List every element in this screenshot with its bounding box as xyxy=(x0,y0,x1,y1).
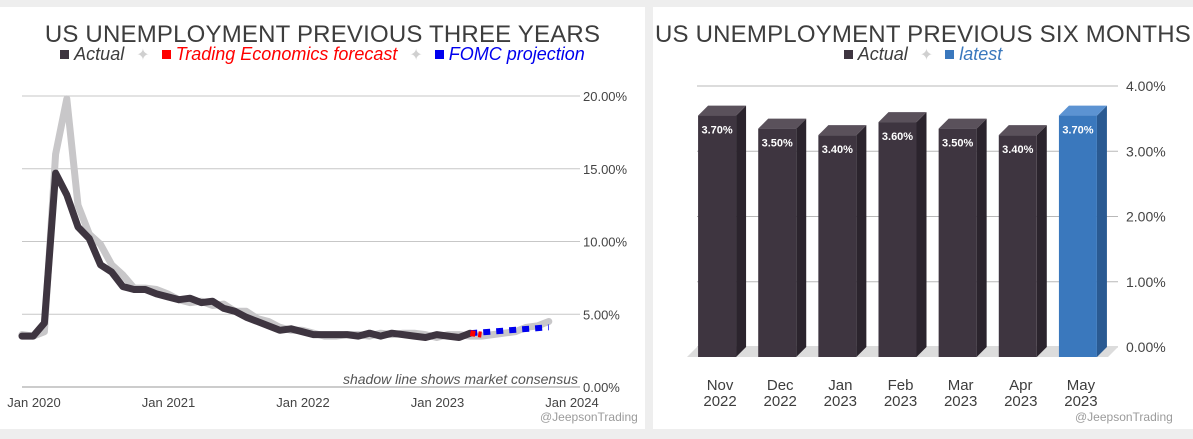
x-tick-label: Feb xyxy=(888,377,914,394)
legend-label-fomc: FOMC projection xyxy=(448,44,585,64)
x-tick-label: 2023 xyxy=(824,393,857,410)
x-tick-label: Jan 2020 xyxy=(7,395,61,410)
bar-top xyxy=(998,125,1047,136)
data-label: 3.40% xyxy=(1002,144,1033,156)
data-label: 3.50% xyxy=(762,138,793,150)
bar-side xyxy=(976,118,987,357)
x-tick-label: Jan 2023 xyxy=(411,395,465,410)
y-tick-label: 0.00% xyxy=(583,380,620,395)
x-tick-label: 2022 xyxy=(764,393,797,410)
x-tick-label: Jan 2021 xyxy=(142,395,196,410)
series-line-consensus xyxy=(18,95,553,341)
y-tick-label: 2.00% xyxy=(1126,209,1166,225)
series-line-trading-economics-forecast xyxy=(469,330,482,338)
watermark: @JeepsonTrading xyxy=(540,410,638,424)
legend-swatch-forecast xyxy=(161,50,171,59)
x-tick-label: Nov xyxy=(707,377,734,394)
legend-item-actual: Actual xyxy=(60,44,124,65)
chart-title: US UNEMPLOYMENT PREVIOUS SIX MONTHS xyxy=(655,21,1191,48)
legend-label-actual: Actual xyxy=(857,44,908,64)
legend-separator-icon: ✦ xyxy=(136,47,150,64)
x-tick-label: Jan 2022 xyxy=(276,395,330,410)
bar-side xyxy=(796,118,807,357)
legend-label-latest: latest xyxy=(959,44,1003,64)
data-label: 3.40% xyxy=(822,144,853,156)
line-chart-panel: US UNEMPLOYMENT PREVIOUS THREE YEARS Act… xyxy=(0,7,645,429)
bar xyxy=(758,128,797,357)
bar xyxy=(878,122,917,357)
legend-swatch-fomc xyxy=(434,50,444,59)
watermark: @JeepsonTrading xyxy=(1075,410,1173,424)
x-tick-label: 2022 xyxy=(703,393,736,410)
bar xyxy=(938,128,977,357)
bar-top xyxy=(818,125,867,136)
bar-chart-panel: US UNEMPLOYMENT PREVIOUS SIX MONTHS Actu… xyxy=(653,7,1193,429)
legend-item-latest: latest xyxy=(945,44,1002,65)
bar-chart-plot: 0.00%1.00%2.00%3.00%4.00%3.70%Nov20223.5… xyxy=(687,78,1166,410)
x-tick-label: 2023 xyxy=(944,393,977,410)
x-tick-label: Apr xyxy=(1009,377,1032,394)
bar-side xyxy=(736,105,747,357)
bar-side xyxy=(856,125,867,358)
legend-label-forecast: Trading Economics forecast xyxy=(175,44,398,64)
x-tick-label: Jan 2024 xyxy=(545,395,599,410)
x-tick-label: Jan xyxy=(828,377,852,394)
bar-top xyxy=(698,105,747,116)
y-tick-label: 10.00% xyxy=(583,235,628,250)
y-tick-label: 5.00% xyxy=(583,307,620,322)
x-tick-label: Mar xyxy=(948,377,974,394)
line-chart-plot: 0.00% 5.00% 10.00% 15.00% 20.00% Jan 2020 Jan … xyxy=(7,89,628,410)
bar-top xyxy=(758,118,807,129)
data-label: 3.50% xyxy=(942,138,973,150)
bar-top xyxy=(878,112,927,123)
legend-swatch-actual xyxy=(843,50,853,59)
y-tick-label: 20.00% xyxy=(583,89,628,104)
bar xyxy=(1058,115,1097,357)
y-tick-label: 15.00% xyxy=(583,162,628,177)
x-tick-label: 2023 xyxy=(1064,393,1097,410)
x-tick-label: May xyxy=(1067,377,1096,394)
legend-separator-icon: ✦ xyxy=(409,47,423,64)
series-line-actual xyxy=(18,169,474,341)
bar xyxy=(998,135,1037,357)
data-label: 3.70% xyxy=(701,125,732,137)
x-tick-label: 2023 xyxy=(884,393,917,410)
legend-item-forecast: Trading Economics forecast xyxy=(161,44,398,65)
chart-annotation: shadow line shows market consensus xyxy=(343,371,578,387)
data-label: 3.60% xyxy=(882,131,913,143)
legend-item-fomc: FOMC projection xyxy=(434,44,585,65)
x-tick-label: Dec xyxy=(767,377,794,394)
x-tick-label: 2023 xyxy=(1004,393,1037,410)
bar-side xyxy=(916,112,927,357)
chart-legend: Actual ✦ Trading Economics forecast ✦ FOMC p… xyxy=(0,44,645,65)
bar xyxy=(698,115,737,357)
y-tick-label: 0.00% xyxy=(1126,339,1166,355)
legend-swatch-latest xyxy=(945,50,955,59)
legend-item-actual: Actual xyxy=(843,44,908,65)
bar-top xyxy=(1058,105,1107,116)
series-line-fomc-projection xyxy=(470,324,550,337)
legend-swatch-actual xyxy=(60,50,70,59)
bar-side xyxy=(1036,125,1047,358)
y-tick-label: 3.00% xyxy=(1126,143,1166,159)
y-tick-label: 1.00% xyxy=(1126,274,1166,290)
bar-side xyxy=(1096,105,1107,357)
bar-top xyxy=(938,118,987,129)
legend-separator-icon: ✦ xyxy=(919,47,934,64)
bar xyxy=(818,135,857,357)
y-tick-label: 4.00% xyxy=(1126,78,1166,94)
chart-legend: Actual ✦ latest xyxy=(653,44,1193,65)
data-label: 3.70% xyxy=(1062,125,1093,137)
legend-label-actual: Actual xyxy=(74,44,125,64)
chart-title: US UNEMPLOYMENT PREVIOUS THREE YEARS xyxy=(44,21,601,48)
